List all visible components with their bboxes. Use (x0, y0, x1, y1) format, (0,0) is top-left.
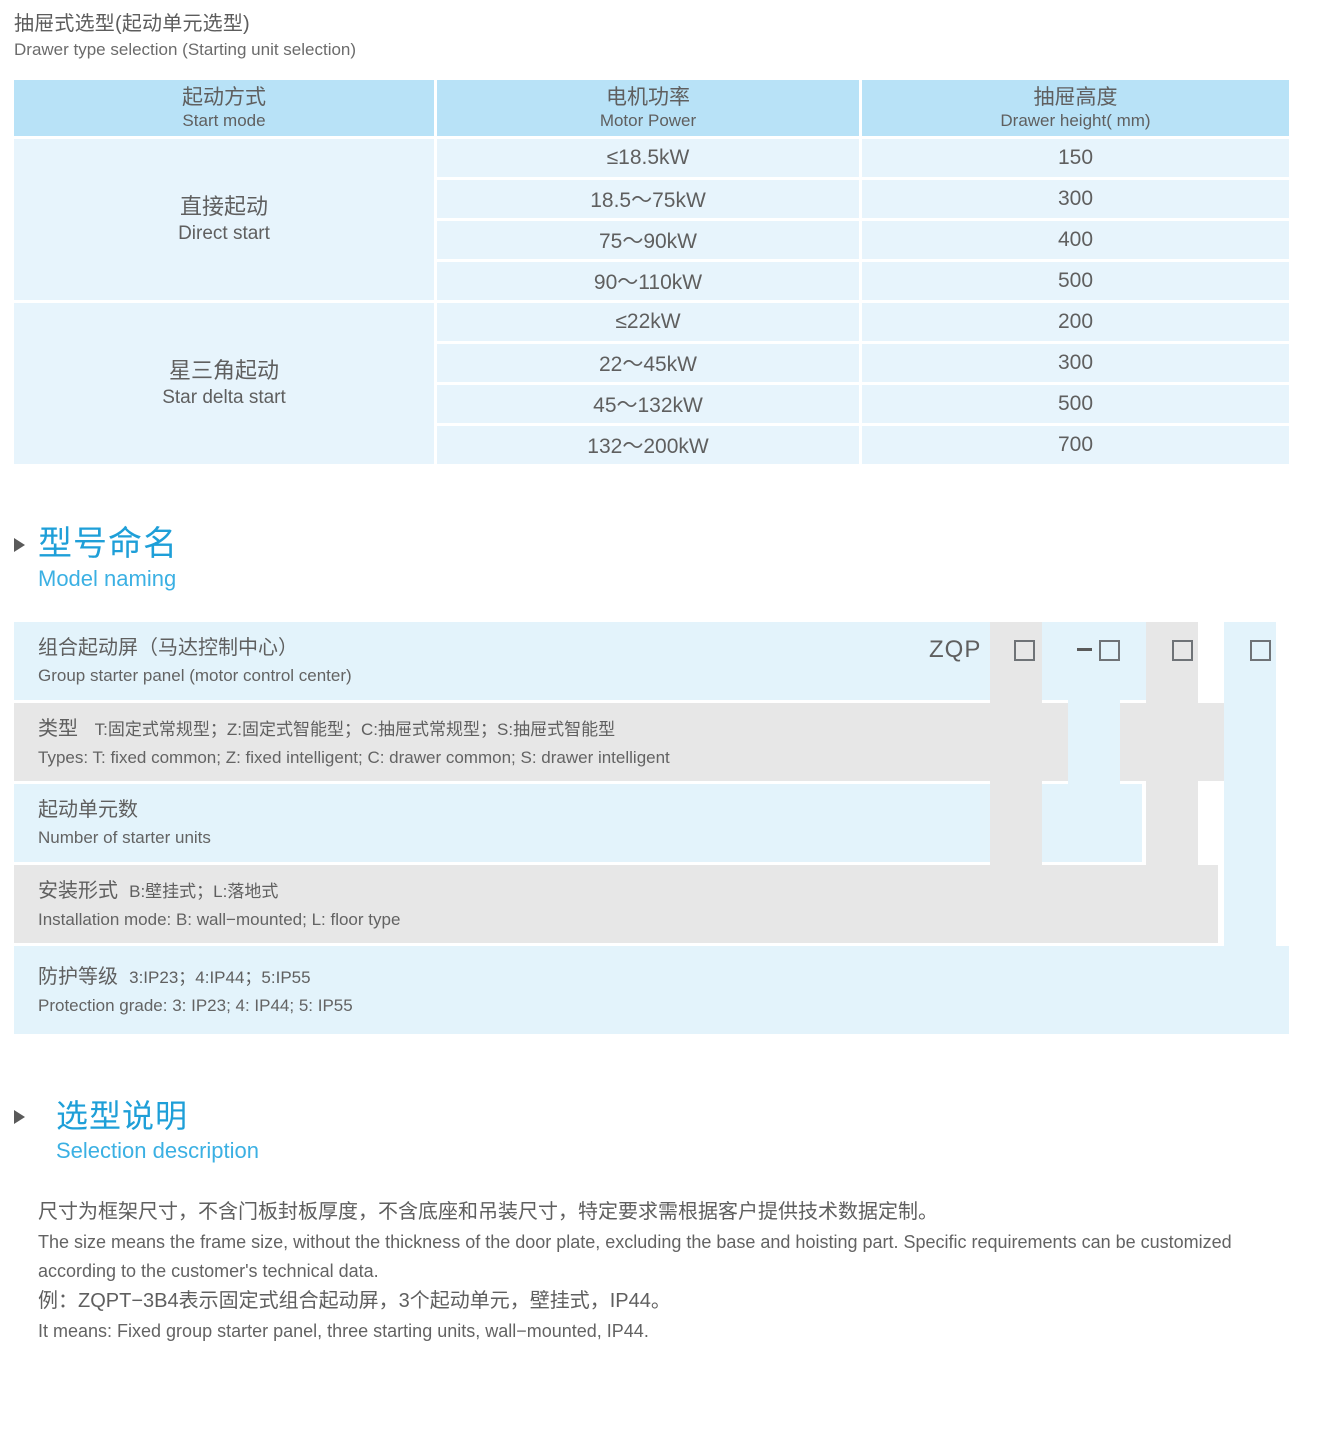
naming-row-3-en: Number of starter units (38, 828, 211, 847)
cell-motor-power: 18.5～75kW (437, 177, 862, 218)
table-row: 18.5～75kW 300 (14, 177, 1289, 218)
naming-row-2-cn: 类型 T:固定式常规型；Z:固定式智能型；C:抽屉式常规型；S:抽屉式智能型 (38, 714, 670, 745)
code-column-installation (1146, 622, 1198, 943)
section-heading-selection-en: Selection description (56, 1138, 260, 1163)
naming-row-5-cn: 防护等级 3:IP23；4:IP44；5:IP55 (38, 962, 353, 993)
table-header: 起动方式 Start mode 电机功率 Motor Power 抽屉高度 Dr… (14, 80, 1289, 136)
naming-row-protection-grade: 防护等级 3:IP23；4:IP44；5:IP55 Protection gra… (14, 946, 1289, 1034)
naming-row-2-label: 类型 (38, 717, 78, 740)
cell-motor-power: 132～200kW (437, 423, 862, 464)
table-row: 132～200kW 700 (14, 423, 1289, 464)
naming-row-3-cn: 起动单元数 (38, 799, 138, 821)
column-header-start-mode-cn: 起动方式 (182, 86, 266, 109)
naming-row-4-value: B:壁挂式；L:落地式 (129, 881, 279, 901)
cell-drawer-height: 500 (862, 382, 1289, 423)
description-line-3-cn: 例：ZQPT−3B4表示固定式组合起动屏，3个起动单元，壁挂式，IP44。 (38, 1290, 671, 1312)
naming-row-5-en: Protection grade: 3: IP23; 4: IP44; 5: I… (38, 995, 353, 1015)
description-line-1-cn: 尺寸为框架尺寸，不含门板封板厚度，不含底座和吊装尺寸，特定要求需根据客户提供技术… (38, 1201, 938, 1223)
naming-row-4-cn: 安装形式 B:壁挂式；L:落地式 (38, 876, 400, 907)
naming-row-1-cn: 组合起动屏（马达控制中心） (38, 637, 298, 659)
drawer-selection-table: 起动方式 Start mode 电机功率 Motor Power 抽屉高度 Dr… (14, 80, 1289, 464)
naming-row-number-of-starter-units: 起动单元数 Number of starter units (14, 784, 1142, 862)
column-header-motor-power-en: Motor Power (599, 111, 697, 130)
code-column-starter-units (1068, 622, 1120, 862)
code-column-protection (1224, 622, 1276, 1034)
model-code-box-protection (1250, 640, 1271, 661)
table-body: 直接起动 Direct start ≤18.5kW 150 18.5～75kW … (14, 136, 1289, 464)
table-row: 星三角起动 Star delta start ≤22kW 200 (14, 300, 1289, 464)
cell-drawer-height: 300 (862, 177, 1289, 218)
naming-row-5-label: 防护等级 (38, 965, 118, 988)
cell-drawer-height: 400 (862, 218, 1289, 259)
model-code-box-starter-units (1099, 640, 1120, 661)
model-code-box-installation (1172, 640, 1193, 661)
section-heading-model-naming: 型号命名 Model naming (14, 524, 178, 594)
cell-start-mode-star-delta: 星三角起动 Star delta start (14, 300, 437, 464)
code-column-type (990, 622, 1042, 943)
description-line-2-en: The size means the frame size, without t… (38, 1232, 1232, 1281)
table-header-row: 起动方式 Start mode 电机功率 Motor Power 抽屉高度 Dr… (14, 80, 1289, 136)
cell-drawer-height: 300 (862, 341, 1289, 382)
model-code-box-type (1014, 640, 1035, 661)
selection-description-text: 尺寸为框架尺寸，不含门板封板厚度，不含底座和吊装尺寸，特定要求需根据客户提供技术… (38, 1197, 1298, 1346)
column-header-drawer-height-cn: 抽屉高度 (1033, 86, 1118, 109)
column-header-drawer-height: 抽屉高度 Drawer height( mm) (862, 80, 1289, 136)
naming-row-5-value: 3:IP23；4:IP44；5:IP55 (129, 967, 311, 987)
model-naming-diagram: 组合起动屏（马达控制中心） Group starter panel (motor… (14, 622, 1289, 1034)
cell-motor-power: 75～90kW (437, 218, 862, 259)
cell-motor-power: 22～45kW (437, 341, 862, 382)
table-row: 75～90kW 400 (14, 218, 1289, 259)
cell-motor-power: ≤18.5kW (437, 136, 862, 177)
table-row: 22～45kW 300 (14, 341, 1289, 382)
naming-row-4-label: 安装形式 (38, 879, 118, 902)
section-heading-selection-description: 选型说明 Selection description (14, 1096, 259, 1166)
cell-motor-power: 90～110kW (437, 259, 862, 300)
cell-motor-power: ≤22kW (437, 300, 862, 341)
section-heading-model-naming-en: Model naming (38, 566, 177, 591)
column-header-start-mode-en: Start mode (182, 111, 266, 130)
triangle-bullet-icon (14, 1110, 25, 1124)
model-code-prefix: ZQP (929, 636, 982, 663)
column-header-drawer-height-en: Drawer height( mm) (1000, 111, 1151, 130)
naming-row-group-starter-panel: 组合起动屏（马达控制中心） Group starter panel (motor… (14, 622, 1182, 700)
section-heading-model-naming-cn: 型号命名 (38, 525, 178, 563)
document-title-cn: 抽屉式选型(起动单元选型) (14, 13, 250, 35)
document-title: 抽屉式选型(起动单元选型) Drawer type selection (Sta… (14, 10, 914, 62)
triangle-bullet-icon (14, 538, 25, 552)
start-mode-star-delta-en: Star delta start (162, 386, 286, 408)
naming-row-4-en: Installation mode: B: wall−mounted; L: f… (38, 909, 401, 929)
naming-row-2-value: T:固定式常规型；Z:固定式智能型；C:抽屉式常规型；S:抽屉式智能型 (94, 719, 616, 739)
cell-drawer-height: 200 (862, 300, 1289, 341)
cell-drawer-height: 150 (862, 136, 1289, 177)
cell-drawer-height: 700 (862, 423, 1289, 464)
cell-start-mode-direct: 直接起动 Direct start (14, 136, 437, 300)
description-line-4-en: It means: Fixed group starter panel, thr… (38, 1321, 649, 1341)
document-title-en: Drawer type selection (Starting unit sel… (14, 40, 357, 59)
start-mode-direct-cn: 直接起动 (179, 193, 268, 219)
section-heading-selection-cn: 选型说明 (56, 1098, 189, 1134)
naming-row-2-en: Types: T: fixed common; Z: fixed intelli… (38, 747, 670, 767)
cell-drawer-height: 500 (862, 259, 1289, 300)
column-header-motor-power-cn: 电机功率 (606, 86, 690, 109)
model-code-dash (1077, 648, 1092, 651)
column-header-start-mode: 起动方式 Start mode (14, 80, 437, 136)
naming-row-1-en: Group starter panel (motor control cente… (38, 666, 352, 685)
start-mode-direct-en: Direct start (178, 222, 270, 244)
column-header-motor-power: 电机功率 Motor Power (437, 80, 862, 136)
table-row: 直接起动 Direct start ≤18.5kW 150 (14, 136, 1289, 300)
table-row: 90～110kW 500 (14, 259, 1289, 300)
start-mode-star-delta-cn: 星三角起动 (168, 357, 279, 383)
naming-row-types: 类型 T:固定式常规型；Z:固定式智能型；C:抽屉式常规型；S:抽屉式智能型 T… (14, 703, 1260, 781)
cell-motor-power: 45～132kW (437, 382, 862, 423)
table-row: 45～132kW 500 (14, 382, 1289, 423)
